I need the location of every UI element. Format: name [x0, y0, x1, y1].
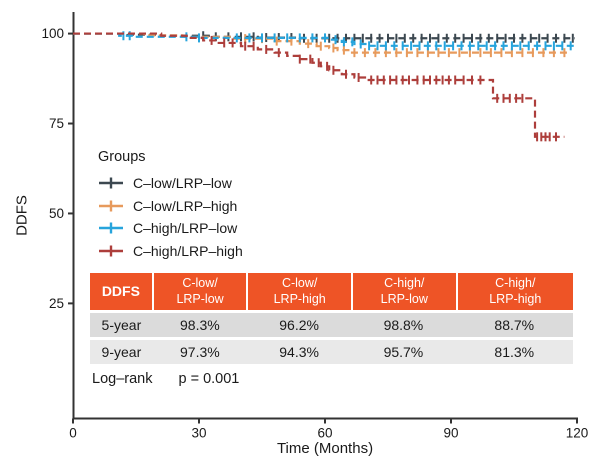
table-cell: 98.3% [152, 313, 247, 337]
table-cell: 5-year [90, 313, 153, 337]
table-header-cell: C-low/ LRP-high [248, 273, 351, 310]
legend-item-c-high-lrp-high: C–high/LRP–high [98, 240, 243, 263]
legend-title: Groups [98, 149, 146, 165]
legend-item-c-high-lrp-low: C–high/LRP–low [98, 217, 243, 240]
y-axis-title: DDFS [13, 195, 31, 236]
logrank-label: Log–rank [92, 371, 153, 387]
y-tick-label: 50 [49, 206, 64, 221]
table-row-5-year: 5-year 98.3% 96.2% 98.8% 88.7% [90, 313, 573, 337]
censor-plus-icon [99, 177, 123, 189]
table-cell: 95.7% [351, 340, 456, 364]
x-tick-label: 120 [566, 426, 589, 441]
censor-plus-icon [99, 245, 123, 257]
x-axis-title: Time (Months) [276, 440, 374, 457]
censor-plus-icon [99, 222, 123, 234]
legend-label: C–low/LRP–low [133, 175, 232, 192]
table-cell: 9-year [90, 340, 153, 364]
table-header-cell: C-high/ LRP-high [457, 273, 573, 310]
table-cell: 81.3% [455, 340, 573, 364]
y-tick-label: 75 [49, 116, 64, 131]
legend-item-c-low-lrp-high: C–low/LRP–high [98, 195, 243, 218]
table-header-cell: C-high/ LRP-low [352, 273, 456, 310]
table-header-cell: C-low/ LRP-low [153, 273, 247, 310]
legend-label: C–high/LRP–high [133, 242, 243, 259]
table-cell: 88.7% [455, 313, 573, 337]
censor-plus-icon [99, 200, 123, 212]
legend-label: C–high/LRP–low [133, 220, 238, 237]
logrank-pvalue: p = 0.001 [178, 371, 240, 387]
legend-item-c-low-lrp-low: C–low/LRP–low [98, 172, 243, 195]
y-tick-label: 100 [41, 26, 64, 41]
x-tick-label: 60 [317, 426, 332, 441]
table-cell: 94.3% [246, 340, 352, 364]
logrank-annotation: Log–rank p = 0.001 [92, 371, 239, 387]
km-curve-3 [73, 32, 565, 138]
x-tick-label: 90 [443, 426, 458, 441]
table-cell: 96.2% [246, 313, 352, 337]
y-tick-label: 25 [49, 296, 64, 311]
x-tick-label: 30 [191, 426, 206, 441]
summary-table: DDFS C-low/ LRP-low C-low/ LRP-high C-hi… [90, 273, 573, 364]
summary-table-header: DDFS C-low/ LRP-low C-low/ LRP-high C-hi… [90, 273, 573, 310]
table-cell: 97.3% [152, 340, 247, 364]
legend-label: C–low/LRP–high [133, 197, 238, 214]
legend: Groups C–low/LRP–low C–low/LRP–high C–hi… [98, 149, 243, 262]
table-cell: 98.8% [351, 313, 456, 337]
x-tick-label: 0 [69, 426, 77, 441]
table-header-cell: DDFS [90, 273, 152, 310]
table-row-9-year: 9-year 97.3% 94.3% 95.7% 81.3% [90, 340, 573, 364]
